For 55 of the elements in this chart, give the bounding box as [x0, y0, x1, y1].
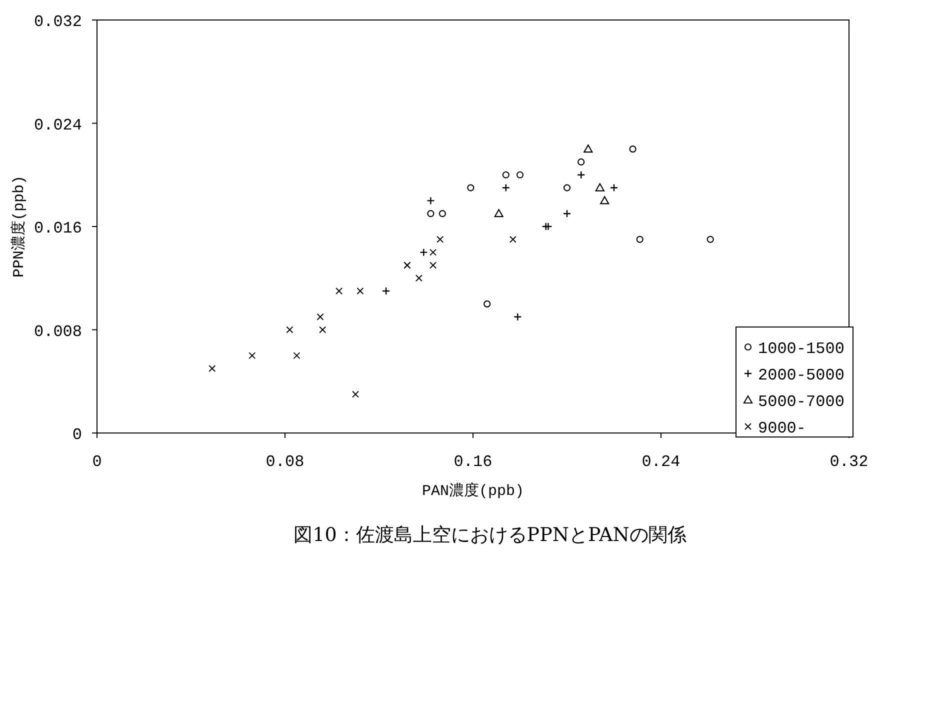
point — [430, 262, 437, 269]
legend-label: 5000-7000 — [758, 393, 844, 411]
point — [420, 248, 428, 256]
point — [577, 170, 586, 179]
point — [426, 196, 435, 205]
point — [502, 171, 510, 178]
y-axis-title: PPN濃度(ppb) — [10, 175, 28, 278]
point — [293, 352, 300, 360]
legend-label: 9000- — [758, 420, 806, 438]
x-tick-label: 0.24 — [642, 453, 680, 471]
point — [352, 390, 359, 398]
point — [319, 326, 326, 334]
point — [427, 210, 434, 218]
point — [467, 184, 474, 192]
point — [600, 196, 610, 204]
y-tick-label: 0.024 — [34, 116, 82, 134]
point — [595, 183, 604, 192]
point — [336, 288, 343, 295]
point — [562, 209, 572, 218]
point — [436, 236, 444, 243]
point — [514, 312, 522, 321]
point — [208, 364, 216, 372]
y-tick-label: 0.016 — [34, 220, 82, 238]
point — [584, 144, 593, 153]
point — [509, 236, 516, 243]
y-tick-label: 0.008 — [34, 322, 82, 341]
x-axis-title: PAN濃度(ppb) — [422, 482, 524, 500]
point — [578, 158, 585, 166]
point — [610, 184, 618, 192]
x-tick-label: 0.32 — [830, 453, 868, 471]
point — [430, 248, 437, 256]
x-tick-label: 0.16 — [454, 453, 492, 471]
point — [502, 184, 510, 192]
y-tick-label: 0 — [72, 426, 82, 444]
point — [636, 236, 644, 243]
point — [706, 236, 714, 243]
point — [356, 288, 364, 295]
x-tick-label: 0 — [92, 453, 102, 471]
point — [316, 313, 324, 320]
x-tick-label: 0.08 — [266, 453, 304, 471]
point — [629, 146, 636, 153]
point — [438, 210, 446, 218]
point — [563, 184, 571, 192]
point — [382, 286, 390, 296]
point — [494, 209, 504, 218]
point — [248, 352, 256, 360]
point — [484, 300, 491, 308]
legend-label: 2000-5000 — [758, 366, 844, 384]
point — [286, 326, 294, 334]
legend-label: 1000-1500 — [758, 340, 844, 358]
y-tick-label: 0.032 — [34, 13, 82, 31]
text: 図10：佐渡島上空におけるPPNとPANの関係 — [294, 524, 686, 546]
point — [544, 222, 552, 231]
point — [415, 274, 422, 282]
point — [516, 171, 524, 178]
